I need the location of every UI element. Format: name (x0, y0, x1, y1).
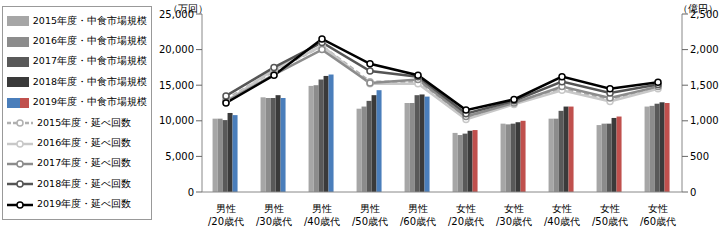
svg-text:0: 0 (690, 187, 696, 198)
svg-text:0: 0 (188, 187, 194, 198)
svg-text:女性/20歳代: 女性/20歳代 (448, 203, 484, 227)
svg-text:2,500: 2,500 (690, 9, 719, 20)
svg-text:1,500: 1,500 (690, 80, 719, 91)
svg-text:10,000: 10,000 (159, 115, 194, 126)
svg-text:女性/30歳代: 女性/30歳代 (496, 203, 532, 227)
svg-text:男性/20歳代: 男性/20歳代 (208, 203, 244, 227)
svg-text:男性/40歳代: 男性/40歳代 (304, 203, 340, 227)
svg-text:20,000: 20,000 (159, 44, 194, 55)
svg-text:女性/40歳代: 女性/40歳代 (544, 203, 580, 227)
svg-text:2,000: 2,000 (690, 44, 719, 55)
svg-text:5,000: 5,000 (165, 151, 194, 162)
svg-text:500: 500 (690, 151, 709, 162)
svg-text:男性/50歳代: 男性/50歳代 (352, 203, 388, 227)
svg-text:男性/60歳代: 男性/60歳代 (400, 203, 436, 227)
svg-text:女性/60歳代: 女性/60歳代 (640, 203, 676, 227)
svg-text:15,000: 15,000 (159, 80, 194, 91)
svg-text:男性/30歳代: 男性/30歳代 (256, 203, 292, 227)
svg-text:25,000: 25,000 (159, 9, 194, 20)
svg-text:1,000: 1,000 (690, 115, 719, 126)
svg-text:女性/50歳代: 女性/50歳代 (592, 203, 628, 227)
